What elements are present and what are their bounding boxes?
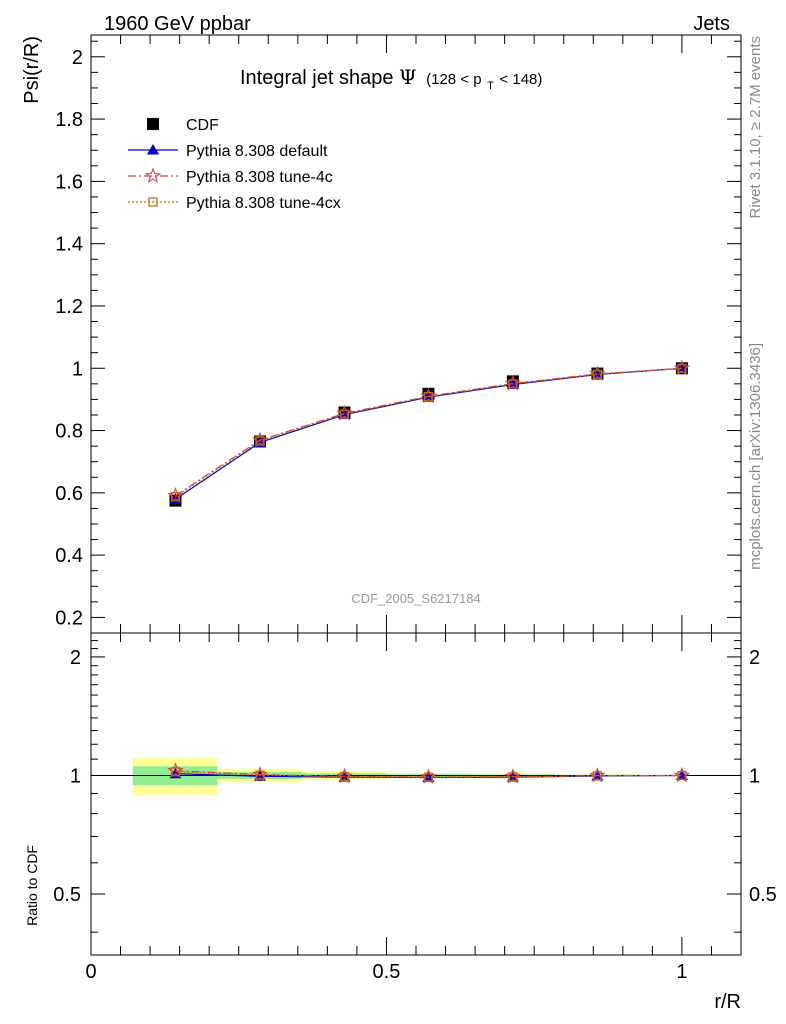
ratio-tick-label: 0.5 xyxy=(53,884,81,906)
ratio-tick-label: 1 xyxy=(70,765,81,787)
analysis-tag: CDF_2005_S6217184 xyxy=(351,591,480,606)
series-2 xyxy=(167,359,691,784)
data-point-main xyxy=(255,436,265,446)
ratio-y-axis-label: Ratio to CDF xyxy=(24,845,40,926)
rivet-label: Rivet 3.1.10, ≥ 2.7M events xyxy=(747,36,764,219)
data-point-ratio xyxy=(255,770,265,780)
y-tick-label: 1.4 xyxy=(55,234,83,256)
data-point-ratio xyxy=(336,767,353,784)
data-point-ratio xyxy=(423,772,434,782)
series-line-main xyxy=(175,367,682,497)
legend-marker xyxy=(148,197,158,207)
title-main: Integral jet shape xyxy=(240,67,393,89)
header-left: 1960 GeV ppbar xyxy=(104,13,251,35)
header-right: Jets xyxy=(693,13,730,35)
mcplots-label: mcplots.cern.ch [arXiv:1306.3436] xyxy=(747,343,764,570)
legend-marker xyxy=(144,167,162,183)
data-point-main xyxy=(170,491,181,502)
ratio-tick-label-right: 1 xyxy=(749,765,760,787)
y-tick-label: 2 xyxy=(72,47,83,69)
title-range-sub: T xyxy=(487,80,494,92)
y-tick-label: 0.4 xyxy=(55,545,83,567)
data-point-ratio xyxy=(251,766,269,782)
data-point-ratio xyxy=(420,768,437,784)
y-axis-label: Psi(r/R) xyxy=(21,36,43,104)
data-point-ratio xyxy=(339,772,350,782)
y-tick-label: 1.6 xyxy=(55,171,83,193)
data-point-ratio xyxy=(504,768,522,784)
data-point-ratio xyxy=(589,767,606,783)
data-point-main xyxy=(677,363,687,373)
legend-marker xyxy=(147,118,159,130)
legend: CDF Pythia 8.308 default Pythia 8.308 tune… xyxy=(128,117,341,212)
legend-label: CDF xyxy=(186,117,219,134)
data-point-ratio xyxy=(677,770,687,781)
legend-label: Pythia 8.308 tune-4c xyxy=(186,169,333,186)
y-tick-label: 1.2 xyxy=(55,296,83,318)
data-point-main xyxy=(673,359,691,376)
data-point-main xyxy=(592,369,603,379)
x-axis-label: r/R xyxy=(714,991,741,1013)
x-tick-label: 0.5 xyxy=(373,961,401,983)
data-point-main xyxy=(508,379,518,389)
legend-label: Pythia 8.308 tune-4cx xyxy=(186,195,341,212)
title-range-prefix: (128 < p xyxy=(426,71,481,88)
data-point-main xyxy=(423,392,434,402)
series-1 xyxy=(169,362,688,783)
ratio-tick-label: 2 xyxy=(70,647,81,669)
y-tick-label: 0.6 xyxy=(55,483,83,505)
x-tick-label: 1 xyxy=(676,961,687,983)
y-tick-label: 0.8 xyxy=(55,421,83,443)
data-point-main xyxy=(339,409,350,419)
ratio-tick-label-right: 0.5 xyxy=(749,884,777,906)
series-3 xyxy=(170,363,687,782)
x-tick-label: 0 xyxy=(85,961,96,983)
series-0 xyxy=(169,362,688,507)
data-point-main xyxy=(336,404,353,421)
data-point-ratio xyxy=(592,771,603,781)
chart-title: Integral jet shape Ψ (128 < p T < 148) xyxy=(240,65,542,94)
data-point-main xyxy=(589,365,606,381)
data-point-ratio xyxy=(170,767,181,777)
series-line-main xyxy=(175,367,682,498)
data-point-main xyxy=(420,387,437,404)
series-line-ratio xyxy=(175,771,682,778)
ratio-tick-label-right: 2 xyxy=(749,647,760,669)
y-tick-label: 1.8 xyxy=(55,109,83,131)
data-point-main xyxy=(251,431,269,448)
data-point-ratio xyxy=(673,766,691,783)
legend-marker xyxy=(147,144,159,155)
y-tick-label: 0.2 xyxy=(55,607,83,629)
y-tick-label: 1 xyxy=(72,358,83,380)
legend-label: Pythia 8.308 default xyxy=(186,143,328,160)
title-symbol: Ψ xyxy=(399,65,417,89)
data-point-ratio xyxy=(508,772,518,782)
axes: 0.2 0.4 0.6 0.8 1 1.2 1.4 1.6 1.8 2 0.5 0.5 1 1 2 2 0 0.5… xyxy=(53,35,777,983)
title-range-suffix: < 148) xyxy=(499,71,542,88)
data-point-main xyxy=(504,374,522,391)
data-point-ratio xyxy=(167,762,184,778)
series-layer xyxy=(167,359,691,784)
